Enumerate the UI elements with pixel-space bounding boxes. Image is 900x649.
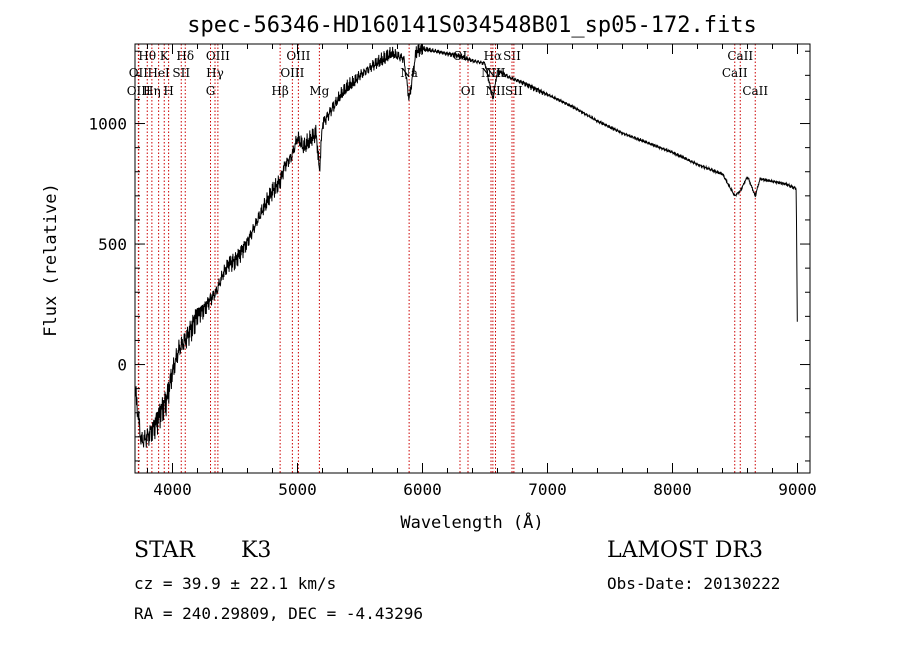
emission-line-label: Hη — [143, 84, 161, 98]
emission-lines-layer: HθOIIOIIIKHeIHηHHδSIIOIIIHγGHβOIIIOIIIMg… — [127, 44, 768, 473]
emission-line-label: OI — [461, 84, 476, 98]
emission-line-label: Hγ — [206, 66, 224, 80]
emission-line-label: Mg — [309, 84, 329, 98]
emission-line-label: SII — [172, 66, 190, 80]
survey-name: LAMOST DR3 — [607, 538, 763, 563]
chart-title: spec-56346-HD160141S034548B01_sp05-172.f… — [187, 13, 757, 38]
y-axis-label: Flux (relative) — [41, 183, 61, 337]
y-tick-label: 1000 — [88, 115, 127, 134]
emission-line-label: Hθ — [138, 49, 156, 63]
emission-line-label: CaII — [722, 66, 748, 80]
coordinates: RA = 240.29809, DEC = -4.43296 — [134, 604, 423, 623]
emission-line-label: G — [206, 84, 216, 98]
emission-line-label: Hβ — [271, 84, 288, 98]
emission-line-label: NII — [486, 84, 506, 98]
x-tick-label: 8000 — [653, 480, 692, 499]
emission-line-label: H — [163, 84, 173, 98]
y-tick-label: 500 — [98, 235, 127, 254]
object-subclass: K3 — [241, 538, 272, 563]
emission-line-label: CaII — [727, 49, 753, 63]
emission-line-label: OIII — [286, 49, 310, 63]
x-axis-label: Wavelength (Å) — [400, 511, 543, 533]
object-class: STAR — [134, 538, 195, 563]
emission-line-label: OIII — [206, 49, 230, 63]
series-line-spectrum — [134, 43, 798, 448]
x-tick-label: 4000 — [153, 480, 192, 499]
emission-line-label: Hδ — [176, 49, 194, 63]
x-tick-label: 5000 — [278, 480, 317, 499]
x-tick-label: 9000 — [778, 480, 817, 499]
redshift-cz: cz = 39.9 ± 22.1 km/s — [134, 574, 337, 593]
emission-line-label: HeI — [147, 66, 170, 80]
emission-line-label: SII — [505, 84, 523, 98]
x-tick-label: 6000 — [403, 480, 442, 499]
y-tick-label: 0 — [117, 356, 127, 375]
emission-line-label: OIII — [280, 66, 304, 80]
emission-line-label: Hα — [484, 49, 503, 63]
emission-line-label: CaII — [742, 84, 768, 98]
emission-line-label: K — [160, 49, 170, 63]
axes-layer: 4000 5000 6000 7000 8000 9000 0 500 1000 — [88, 43, 817, 499]
emission-line-label: SII — [503, 49, 521, 63]
emission-line-label: Na — [400, 66, 418, 80]
emission-line-label: OIII — [127, 84, 151, 98]
series-layer — [134, 43, 798, 448]
obs-date: Obs-Date: 20130222 — [607, 574, 781, 593]
x-tick-label: 7000 — [528, 480, 567, 499]
